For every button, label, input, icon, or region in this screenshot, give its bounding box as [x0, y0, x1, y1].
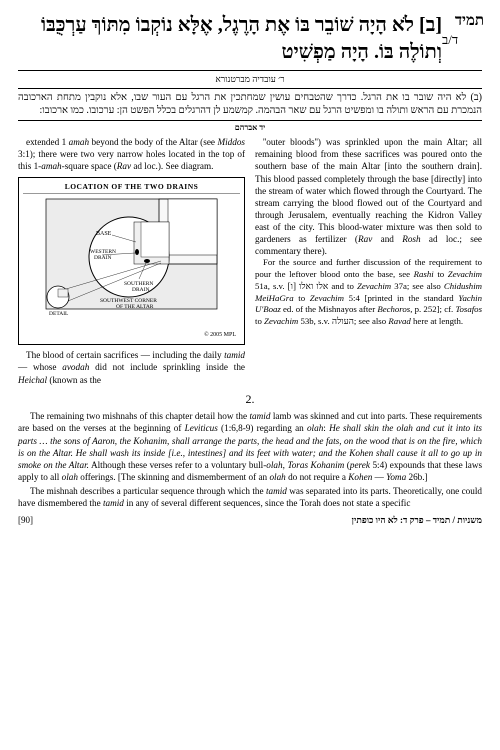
yad-avraham-title: יד אברהם	[18, 123, 482, 133]
altar-diagram: LOCATION OF THE TWO DRAINS BASE WESTERN …	[18, 177, 245, 346]
commentary-paragraph: ''outer bloods'') was sprinkled upon the…	[255, 136, 482, 257]
commentary-paragraph: For the source and further discussion of…	[255, 257, 482, 327]
commentary-paragraph: The blood of certain sacrifices — includ…	[18, 349, 245, 385]
commentary-paragraph: extended 1 amah beyond the body of the A…	[18, 136, 245, 172]
diagram-copyright: © 2005 MPL	[23, 332, 240, 340]
diagram-svg: BASE WESTERN DRAIN SOUTHERN DRAIN SOUTHW…	[44, 197, 219, 332]
body-paragraph: The remaining two mishnahs of this chapt…	[18, 410, 482, 483]
right-column: ''outer bloods'') was sprinkled upon the…	[255, 136, 482, 386]
divider	[18, 88, 482, 89]
page-footer: [90] משניות / תמיד – פרק ד: לא היו כופתי…	[18, 515, 482, 527]
bartenura-commentary: (ב) לא היה שובר בו את הרגל. כדרך שהטבחים…	[18, 91, 482, 118]
page-header: [ב] לֹא הָיָה שׁוֹבֵר בּוֹ אֶת הָרֶגֶל, …	[18, 12, 482, 66]
section-number: 2.	[18, 392, 482, 408]
svg-text:DETAIL: DETAIL	[49, 311, 69, 317]
left-column: extended 1 amah beyond the body of the A…	[18, 136, 245, 386]
divider	[18, 120, 482, 121]
daf-reference: ד/ב	[442, 32, 484, 49]
section-body: The remaining two mishnahs of this chapt…	[18, 410, 482, 509]
body-paragraph: The mishnah describes a particular seque…	[18, 485, 482, 509]
svg-text:DRAIN: DRAIN	[132, 287, 149, 293]
page-number: [90]	[18, 515, 33, 527]
diagram-title: LOCATION OF THE TWO DRAINS	[23, 182, 240, 195]
mishnah-main-text: [ב] לֹא הָיָה שׁוֹבֵר בּוֹ אֶת הָרֶגֶל, …	[18, 12, 442, 66]
footer-hebrew-text: משניות / תמיד – פרק ד: לא היו כופתין	[352, 515, 482, 527]
svg-text:OF THE ALTAR: OF THE ALTAR	[116, 304, 154, 310]
bartenura-title: ר׳ עובדיה מברטנורא	[18, 74, 482, 86]
divider	[18, 70, 482, 71]
diagram-label-base: BASE	[96, 231, 112, 237]
two-column-layout: extended 1 amah beyond the body of the A…	[18, 136, 482, 386]
svg-text:DRAIN: DRAIN	[94, 255, 111, 261]
tractate-name: תמיד	[442, 12, 484, 32]
